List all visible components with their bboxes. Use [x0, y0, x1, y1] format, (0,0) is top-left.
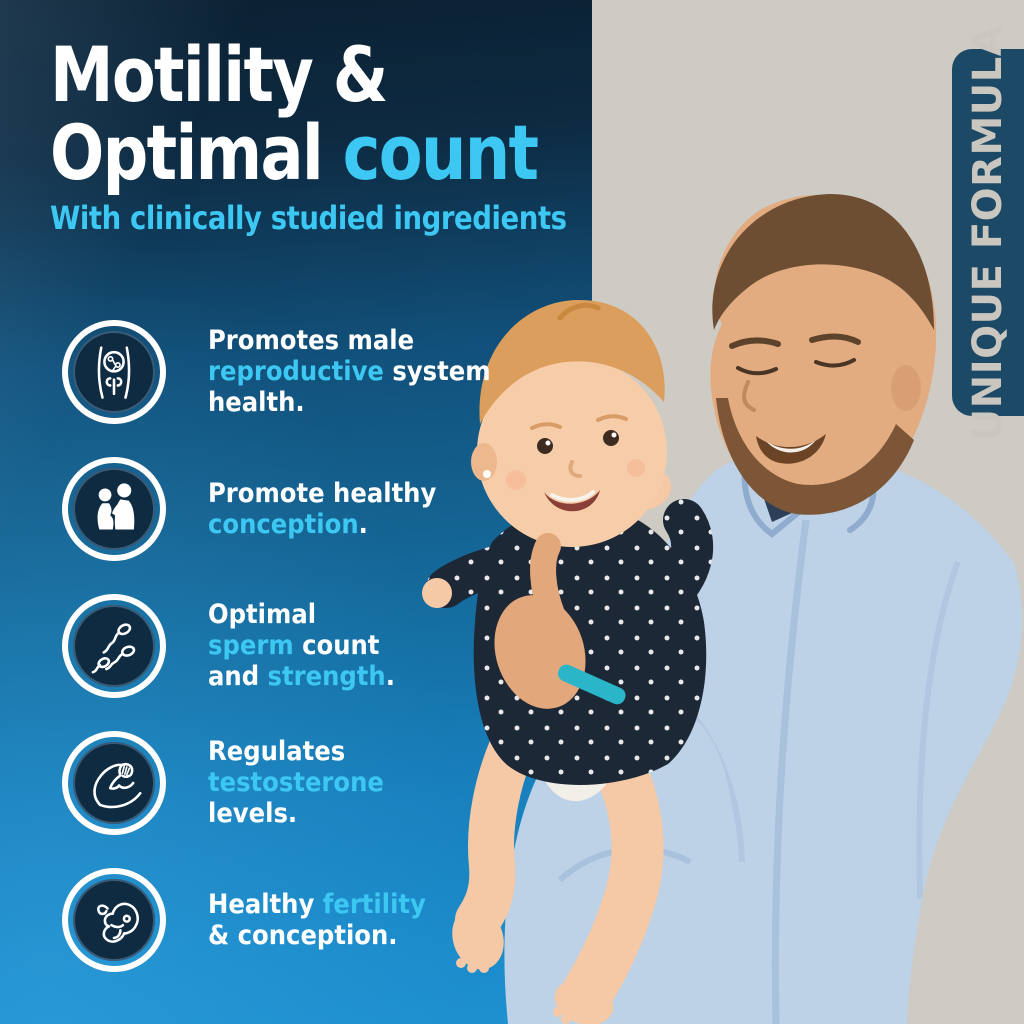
title-line1: Motility & [50, 30, 388, 119]
benefit-text: Regulates testosterone levels. [208, 736, 384, 829]
icon-disc [73, 604, 155, 687]
fetus-fertility-icon [62, 867, 166, 972]
title-line2-white: Optimal [50, 108, 324, 197]
title-line2-accent: count [342, 108, 539, 197]
benefit-text: Promotes male reproductive system health. [208, 325, 491, 418]
benefits-list: Promotes male reproductive system health. P… [62, 303, 522, 988]
benefit-row: Healthy fertility & conception. [62, 851, 522, 988]
icon-disc [73, 878, 155, 961]
subtitle: With clinically studied ingredients [50, 199, 567, 237]
male-reproductive-system-icon [62, 319, 166, 424]
couple-conception-icon [62, 456, 166, 561]
benefit-row: Regulates testosterone levels. [62, 714, 522, 851]
bicep-strength-icon [62, 730, 166, 835]
benefit-text: Promote healthy conception. [208, 477, 437, 540]
benefit-row: Optimal sperm count and strength. [62, 577, 522, 714]
unique-formula-label: UNIQUE FORMULA [965, 24, 1011, 441]
benefit-text: Optimal sperm count and strength. [208, 599, 395, 692]
unique-formula-badge: UNIQUE FORMULA [952, 24, 1024, 441]
sperm-cells-icon [62, 593, 166, 698]
benefit-text: Healthy fertility & conception. [208, 888, 426, 951]
page-title: Motility & Optimal count [50, 36, 539, 192]
benefit-row: Promotes male reproductive system health. [62, 303, 522, 440]
benefit-row: Promote healthy conception. [62, 440, 522, 577]
